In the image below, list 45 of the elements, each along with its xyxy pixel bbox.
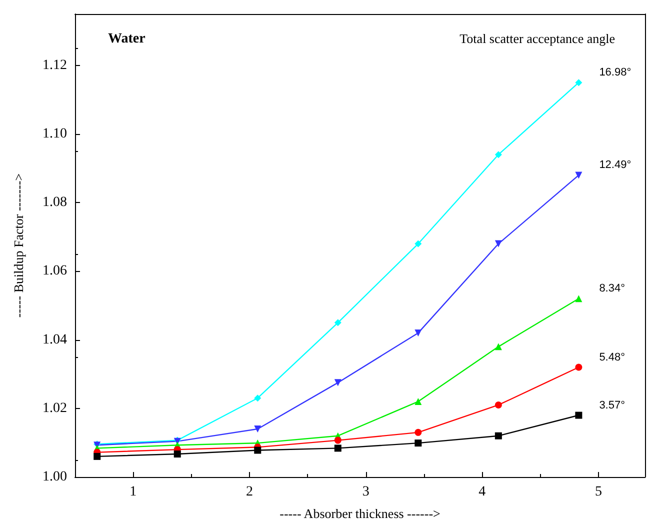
point bbox=[414, 398, 422, 406]
point bbox=[575, 172, 582, 179]
x-axis-title: ----- Absorber thickness ------> bbox=[280, 506, 440, 521]
point bbox=[575, 295, 582, 302]
point bbox=[334, 379, 342, 386]
x-tick-label: 5 bbox=[594, 484, 602, 500]
series-label: 5.48° bbox=[599, 351, 626, 364]
series-label: 8.34° bbox=[599, 282, 626, 295]
point bbox=[414, 440, 422, 447]
point bbox=[494, 240, 502, 248]
point bbox=[494, 432, 502, 440]
series-label: 3.57° bbox=[599, 399, 626, 412]
point bbox=[575, 79, 582, 86]
y-tick-label: 1.08 bbox=[42, 195, 67, 210]
x-tick-label: 4 bbox=[478, 484, 486, 500]
y-tick-label: 1.02 bbox=[42, 400, 67, 416]
x-tick-label: 1 bbox=[130, 484, 137, 500]
point bbox=[414, 240, 422, 248]
point bbox=[334, 444, 342, 452]
y-tick-label: 1.06 bbox=[42, 264, 67, 279]
legend-title: Total scatter acceptance angle bbox=[460, 31, 616, 46]
point bbox=[494, 151, 502, 158]
y-tick-label: 1.12 bbox=[42, 58, 67, 73]
point bbox=[94, 452, 101, 460]
point bbox=[575, 412, 582, 419]
point bbox=[174, 450, 181, 458]
series-label: 12.49° bbox=[599, 159, 632, 172]
point bbox=[575, 364, 582, 371]
point bbox=[334, 436, 342, 444]
point bbox=[254, 446, 262, 454]
y-tick-label: 1.10 bbox=[42, 126, 67, 142]
point bbox=[414, 428, 422, 436]
annotation: Water bbox=[108, 32, 146, 46]
point bbox=[494, 343, 502, 350]
point bbox=[254, 394, 262, 402]
y-axis-title: ----- Buildup Factor -------> bbox=[11, 173, 26, 318]
x-tick-label: 3 bbox=[362, 484, 370, 500]
point bbox=[494, 401, 502, 408]
x-tick-label: 2 bbox=[246, 484, 253, 500]
point bbox=[254, 425, 262, 432]
point bbox=[334, 319, 342, 326]
y-tick-label: 1.04 bbox=[42, 332, 67, 348]
series-label: 16.98° bbox=[599, 66, 632, 79]
point bbox=[414, 329, 422, 336]
y-tick-label: 1.00 bbox=[42, 470, 67, 484]
